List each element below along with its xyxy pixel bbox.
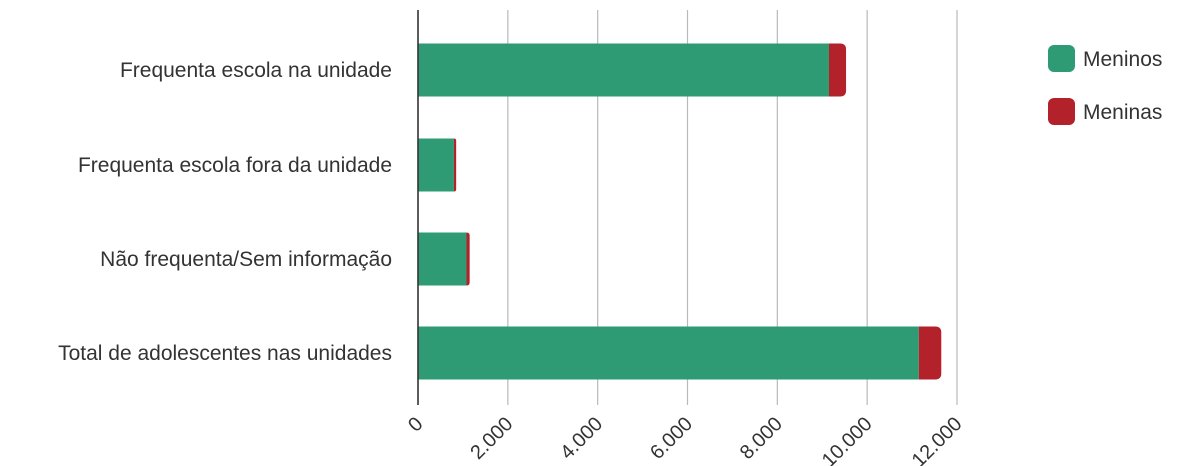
x-tick-label: 10.000	[818, 413, 877, 466]
category-label: Não frequenta/Sem informação	[100, 248, 392, 271]
category-labels: Frequenta escola na unidade Frequenta esc…	[58, 59, 392, 365]
bar-meninas	[918, 326, 942, 380]
bar-meninos	[418, 43, 829, 97]
legend-swatch	[1048, 45, 1075, 72]
category-label: Total de adolescentes nas unidades	[58, 342, 392, 365]
category-label: Frequenta escola fora da unidade	[78, 154, 392, 177]
bar-meninos	[418, 232, 467, 286]
legend-label: Meninos	[1083, 48, 1162, 71]
x-tick-label: 4.000	[556, 413, 607, 464]
category-label: Frequenta escola na unidade	[120, 59, 392, 82]
x-tick-label: 12.000	[908, 413, 967, 466]
x-tick-labels: 0 2.000 4.000 6.000 8.000 10.000 12.000	[404, 413, 966, 466]
bar-meninos	[418, 138, 454, 192]
bar-meninas	[453, 138, 457, 192]
bars	[418, 43, 942, 380]
bar-meninas	[828, 43, 847, 97]
legend: Meninos Meninas	[1048, 45, 1162, 125]
legend-swatch	[1048, 98, 1075, 125]
x-tick-label: 8.000	[736, 413, 787, 464]
x-tick-label: 2.000	[466, 413, 517, 464]
x-tick-label: 0	[404, 413, 427, 436]
bar-meninas	[466, 232, 470, 286]
x-tick-label: 6.000	[646, 413, 697, 464]
bar-meninos	[418, 326, 919, 380]
legend-label: Meninas	[1083, 101, 1162, 124]
